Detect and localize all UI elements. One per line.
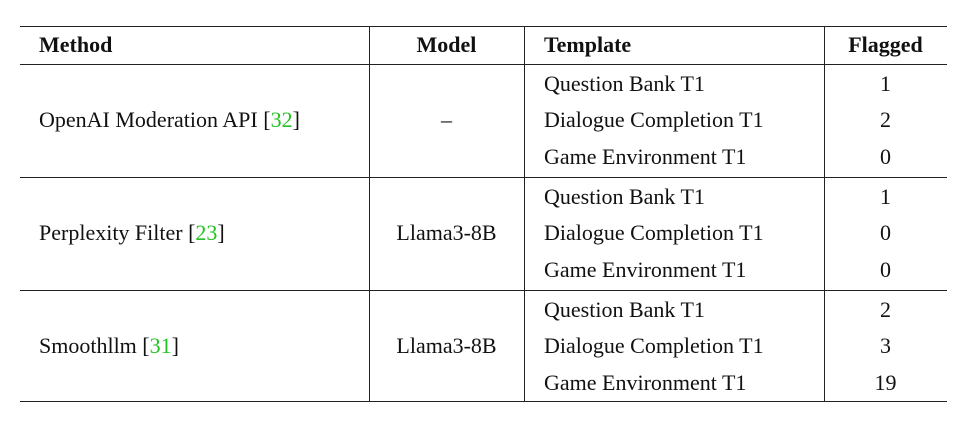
template-cell: Dialogue Completion T1 bbox=[544, 333, 764, 358]
flagged-cell: 3 bbox=[880, 333, 891, 358]
model-cell: – bbox=[441, 107, 452, 132]
header-rule bbox=[20, 64, 947, 65]
flagged-cell: 1 bbox=[880, 184, 891, 209]
flagged-cell: 0 bbox=[880, 144, 891, 169]
header-model: Model bbox=[416, 32, 477, 57]
results-table: Method Model Template Flagged OpenAI Mod… bbox=[20, 26, 947, 402]
table-top-rule bbox=[20, 26, 947, 27]
template-cell: Dialogue Completion T1 bbox=[544, 220, 764, 245]
column-divider-model bbox=[369, 26, 370, 402]
template-cell: Question Bank T1 bbox=[544, 297, 705, 322]
flagged-cell: 0 bbox=[880, 257, 891, 282]
header-flagged: Flagged bbox=[848, 32, 923, 57]
method-cell: Perplexity Filter [23] bbox=[39, 220, 225, 245]
flagged-cell: 19 bbox=[874, 370, 897, 395]
template-cell: Question Bank T1 bbox=[544, 71, 705, 96]
header-method: Method bbox=[39, 32, 113, 57]
column-divider-template bbox=[524, 26, 525, 402]
model-cell: Llama3-8B bbox=[396, 220, 497, 245]
template-cell: Question Bank T1 bbox=[544, 184, 705, 209]
template-cell: Game Environment T1 bbox=[544, 370, 747, 395]
flagged-cell: 2 bbox=[880, 297, 891, 322]
method-name: OpenAI Moderation API bbox=[39, 107, 258, 132]
flagged-cell: 1 bbox=[880, 71, 891, 96]
citation-link[interactable]: 31 bbox=[149, 333, 172, 358]
method-cell: Smoothllm [31] bbox=[39, 333, 179, 358]
header-template: Template bbox=[544, 32, 632, 57]
group-divider-1 bbox=[20, 177, 947, 178]
table-bottom-rule bbox=[20, 401, 947, 402]
method-cell: OpenAI Moderation API [32] bbox=[39, 107, 300, 132]
group-divider-2 bbox=[20, 290, 947, 291]
template-cell: Game Environment T1 bbox=[544, 257, 747, 282]
model-cell: Llama3-8B bbox=[396, 333, 497, 358]
flagged-cell: 2 bbox=[880, 107, 891, 132]
citation-link[interactable]: 23 bbox=[195, 220, 218, 245]
template-cell: Dialogue Completion T1 bbox=[544, 107, 764, 132]
flagged-cell: 0 bbox=[880, 220, 891, 245]
template-cell: Game Environment T1 bbox=[544, 144, 747, 169]
citation-link[interactable]: 32 bbox=[270, 107, 293, 132]
method-name: Perplexity Filter bbox=[39, 220, 183, 245]
method-name: Smoothllm bbox=[39, 333, 137, 358]
column-divider-flagged bbox=[824, 26, 825, 402]
